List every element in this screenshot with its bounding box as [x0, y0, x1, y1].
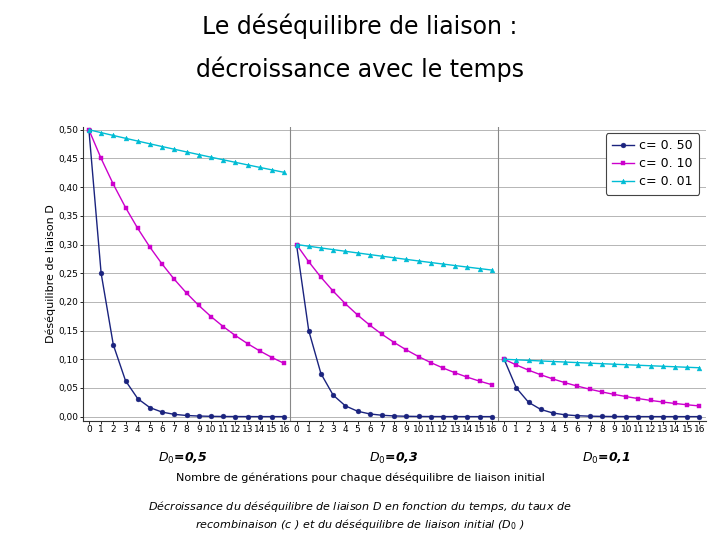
c= 0. 01	[487, 267, 496, 273]
c= 0. 50	[634, 413, 643, 420]
c= 0. 50	[561, 411, 570, 418]
c= 0. 01	[463, 264, 472, 271]
c= 0. 10	[634, 395, 643, 402]
c= 0. 50	[451, 413, 459, 420]
Legend: c= 0. 50, c= 0. 10, c= 0. 01: c= 0. 50, c= 0. 10, c= 0. 01	[606, 133, 699, 194]
Text: Le déséquilibre de liaison :: Le déséquilibre de liaison :	[202, 14, 518, 39]
c= 0. 10	[256, 348, 264, 354]
Text: $D_0$=0,1: $D_0$=0,1	[582, 451, 630, 466]
c= 0. 10	[84, 126, 93, 133]
Y-axis label: Déséquilibre de liaison D: Déséquilibre de liaison D	[45, 205, 56, 343]
c= 0. 10	[487, 381, 496, 388]
Text: $D_0$=0,3: $D_0$=0,3	[369, 451, 419, 466]
Text: décroissance avec le temps: décroissance avec le temps	[196, 57, 524, 82]
c= 0. 01	[451, 262, 459, 269]
Text: $D_0$=0,5: $D_0$=0,5	[158, 451, 207, 466]
c= 0. 01	[561, 359, 570, 365]
c= 0. 01	[696, 364, 704, 371]
c= 0. 50	[696, 413, 704, 420]
c= 0. 50	[84, 126, 93, 133]
Text: Nombre de générations pour chaque déséquilibre de liaison initial: Nombre de générations pour chaque déséqu…	[176, 472, 544, 483]
Line: c= 0. 01: c= 0. 01	[86, 127, 702, 370]
c= 0. 10	[696, 403, 704, 409]
c= 0. 50	[256, 413, 264, 420]
c= 0. 01	[84, 126, 93, 133]
c= 0. 01	[634, 362, 643, 368]
c= 0. 10	[451, 369, 459, 376]
c= 0. 50	[463, 413, 472, 420]
Text: Décroissance du déséquilibre de liaison $D$ en fonction du temps, du taux de: Décroissance du déséquilibre de liaison …	[148, 500, 572, 515]
Line: c= 0. 50: c= 0. 50	[86, 127, 702, 419]
Line: c= 0. 10: c= 0. 10	[86, 127, 702, 408]
c= 0. 01	[256, 164, 264, 171]
Text: recombinaison ($c$ ) et du déséquilibre de liaison initial ($D_0$ ): recombinaison ($c$ ) et du déséquilibre …	[195, 517, 525, 532]
c= 0. 10	[463, 374, 472, 381]
c= 0. 50	[487, 413, 496, 420]
c= 0. 10	[561, 380, 570, 386]
